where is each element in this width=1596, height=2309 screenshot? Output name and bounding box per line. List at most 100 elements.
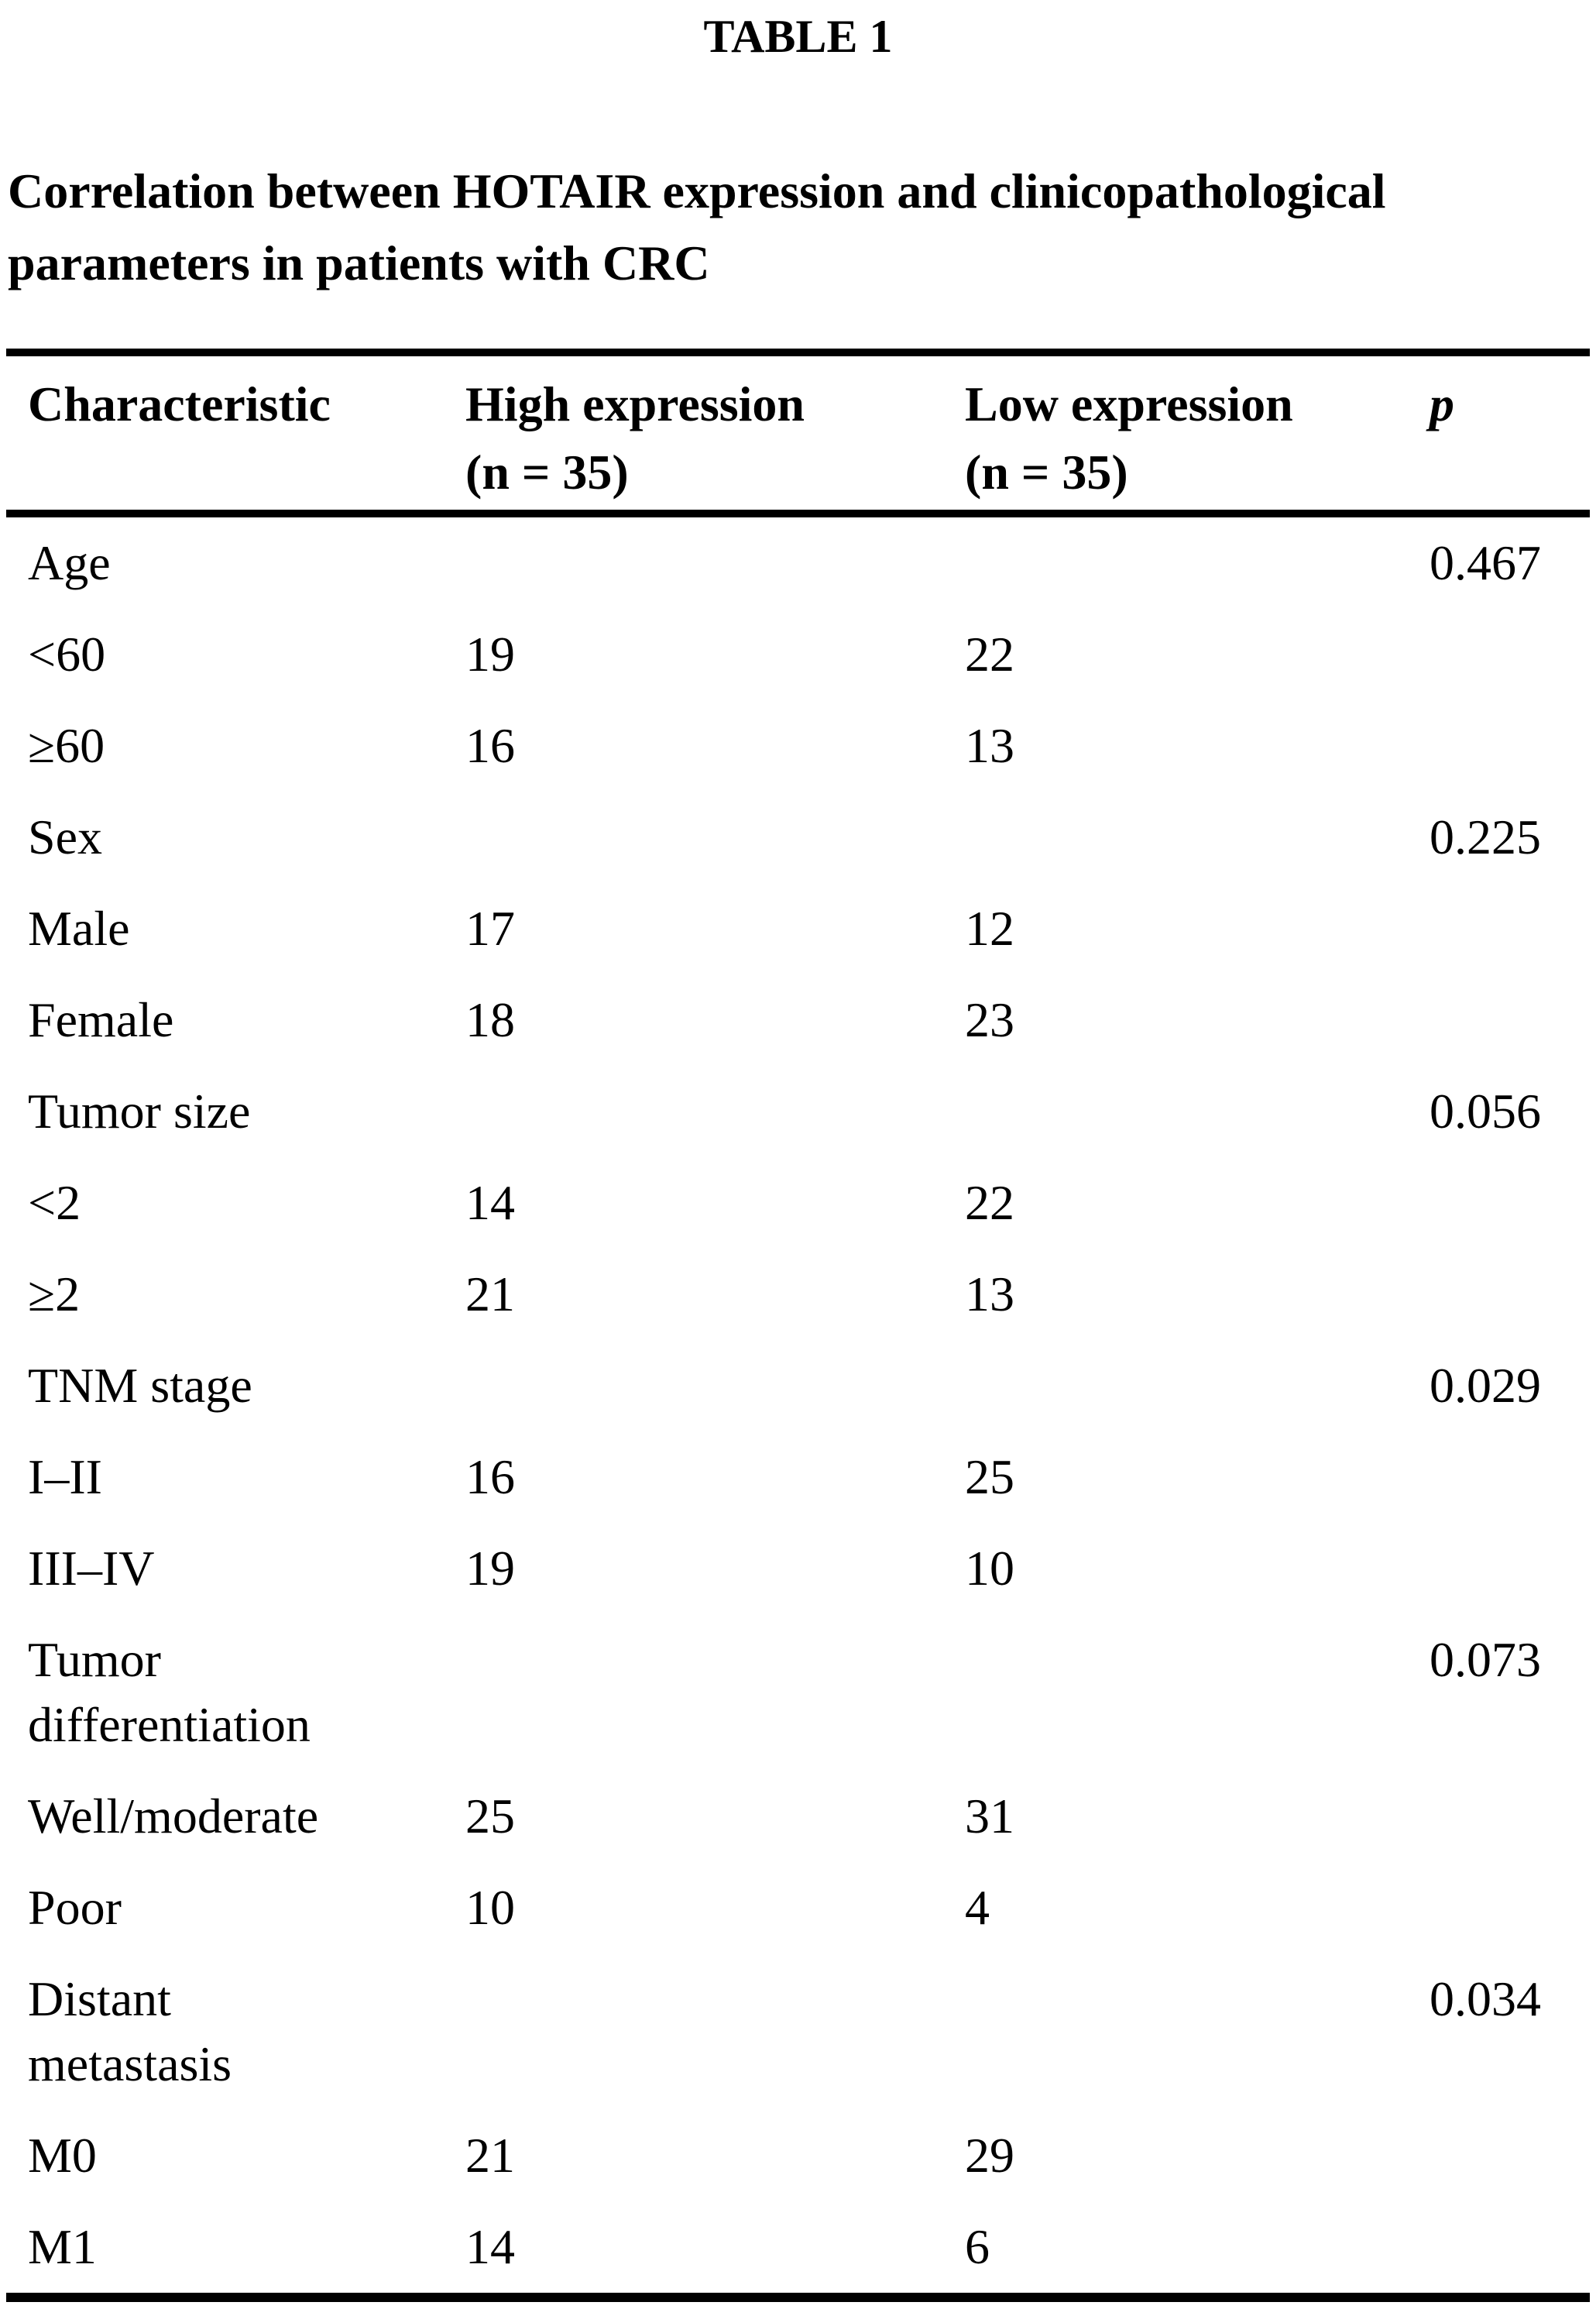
- table-row: M0 21 29: [6, 2110, 1590, 2201]
- table-row: Male 17 12: [6, 883, 1590, 974]
- low-expression-cell: 22: [965, 1175, 1014, 1230]
- low-expression-cell: [943, 1614, 1408, 1771]
- table-row: Age 0.467: [6, 514, 1590, 609]
- col-header-high-expression-n: (n = 35): [465, 445, 629, 500]
- p-value-cell: [1408, 2110, 1590, 2201]
- p-value-cell: 0.034: [1430, 1971, 1541, 2026]
- characteristic-cell: Tumor differentiation: [28, 1632, 311, 1752]
- table-row: Poor 10 4: [6, 1862, 1590, 1953]
- characteristic-cell: M0: [28, 2128, 97, 2183]
- table-row: Distant metastasis 0.034: [6, 1953, 1590, 2110]
- header-row: Characteristic High expression (n = 35) …: [6, 352, 1590, 517]
- low-expression-cell: 25: [965, 1449, 1014, 1504]
- table-title: TABLE 1: [703, 11, 893, 62]
- low-expression-cell: 29: [965, 2128, 1014, 2183]
- p-value-cell: [1408, 1249, 1590, 1340]
- characteristic-cell: ≥60: [28, 718, 105, 773]
- high-expression-cell: 16: [465, 1449, 515, 1504]
- table-row: <60 19 22: [6, 609, 1590, 700]
- high-expression-cell: 19: [465, 1541, 515, 1596]
- characteristic-cell: TNM stage: [28, 1358, 252, 1413]
- high-expression-cell: [444, 1066, 943, 1157]
- p-value-cell: 0.073: [1430, 1632, 1541, 1687]
- low-expression-cell: 31: [965, 1788, 1014, 1843]
- col-header-characteristic-label: Characteristic: [28, 376, 331, 431]
- table-row: ≥60 16 13: [6, 700, 1590, 792]
- characteristic-cell: III–IV: [28, 1541, 155, 1596]
- table-row: Female 18 23: [6, 974, 1590, 1066]
- caption-line-2: parameters in patients with CRC: [8, 235, 710, 290]
- col-header-low-expression: Low expression (n = 35): [943, 352, 1408, 517]
- characteristic-cell: M1: [28, 2219, 97, 2274]
- low-expression-cell: [943, 1953, 1408, 2110]
- table-row: III–IV 19 10: [6, 1523, 1590, 1614]
- high-expression-cell: [444, 792, 943, 883]
- high-expression-cell: 14: [465, 1175, 515, 1230]
- col-header-high-expression-label: High expression: [465, 376, 805, 431]
- characteristic-cell: Tumor size: [28, 1084, 251, 1139]
- caption-line-1: Correlation between HOTAIR expression an…: [8, 163, 1386, 218]
- low-expression-cell: 4: [965, 1880, 990, 1935]
- col-header-high-expression: High expression (n = 35): [444, 352, 943, 517]
- high-expression-cell: [444, 1614, 943, 1771]
- high-expression-cell: 19: [465, 627, 515, 682]
- table-row: Tumor differentiation 0.073: [6, 1614, 1590, 1771]
- p-value-cell: [1408, 883, 1590, 974]
- p-value-cell: [1408, 700, 1590, 792]
- low-expression-cell: [943, 514, 1408, 609]
- characteristic-cell: <2: [28, 1175, 81, 1230]
- p-value-cell: 0.029: [1430, 1358, 1541, 1413]
- low-expression-cell: 10: [965, 1541, 1014, 1596]
- table-body: Age 0.467 <60 19 22 ≥60 16 13 Sex 0.225 …: [6, 514, 1590, 2297]
- characteristic-cell: Distant metastasis: [28, 1971, 232, 2091]
- characteristic-cell: Well/moderate: [28, 1788, 319, 1843]
- table-row: Sex 0.225: [6, 792, 1590, 883]
- table-row: I–II 16 25: [6, 1431, 1590, 1523]
- high-expression-cell: 21: [465, 2128, 515, 2183]
- p-value-cell: [1408, 1771, 1590, 1862]
- characteristic-cell: Male: [28, 901, 130, 956]
- low-expression-cell: 13: [965, 718, 1014, 773]
- table-row: <2 14 22: [6, 1157, 1590, 1249]
- high-expression-cell: 14: [465, 2219, 515, 2274]
- p-value-cell: [1408, 1157, 1590, 1249]
- high-expression-cell: [444, 1340, 943, 1431]
- table-row: TNM stage 0.029: [6, 1340, 1590, 1431]
- p-value-cell: 0.056: [1430, 1084, 1541, 1139]
- p-value-cell: 0.225: [1430, 809, 1541, 864]
- characteristic-cell: Female: [28, 992, 174, 1047]
- col-header-low-expression-n: (n = 35): [965, 445, 1128, 500]
- high-expression-cell: [444, 1953, 943, 2110]
- characteristic-cell: Poor: [28, 1880, 122, 1935]
- p-value-cell: [1408, 1431, 1590, 1523]
- low-expression-cell: 22: [965, 627, 1014, 682]
- high-expression-cell: 21: [465, 1266, 515, 1321]
- p-value-cell: [1408, 2201, 1590, 2297]
- col-header-p: p: [1408, 352, 1590, 517]
- characteristic-cell: I–II: [28, 1449, 102, 1504]
- high-expression-cell: [444, 514, 943, 609]
- low-expression-cell: [943, 1066, 1408, 1157]
- high-expression-cell: 16: [465, 718, 515, 773]
- characteristic-cell: Sex: [28, 809, 102, 864]
- p-value-cell: [1408, 1862, 1590, 1953]
- low-expression-cell: [943, 1340, 1408, 1431]
- table-row: Well/moderate 25 31: [6, 1771, 1590, 1862]
- characteristic-cell: ≥2: [28, 1266, 81, 1321]
- col-header-p-label: p: [1430, 376, 1454, 431]
- low-expression-cell: 23: [965, 992, 1014, 1047]
- high-expression-cell: 10: [465, 1880, 515, 1935]
- table-caption: Correlation between HOTAIR expression an…: [8, 155, 1588, 299]
- characteristic-cell: Age: [28, 535, 111, 590]
- low-expression-cell: 12: [965, 901, 1014, 956]
- table-row: Tumor size 0.056: [6, 1066, 1590, 1157]
- low-expression-cell: 6: [965, 2219, 990, 2274]
- characteristic-cell: <60: [28, 627, 106, 682]
- col-header-characteristic: Characteristic: [6, 352, 444, 517]
- col-header-low-expression-label: Low expression: [965, 376, 1293, 431]
- p-value-cell: [1408, 609, 1590, 700]
- high-expression-cell: 25: [465, 1788, 515, 1843]
- p-value-cell: [1408, 974, 1590, 1066]
- clinicopathological-table: Characteristic High expression (n = 35) …: [6, 349, 1590, 2302]
